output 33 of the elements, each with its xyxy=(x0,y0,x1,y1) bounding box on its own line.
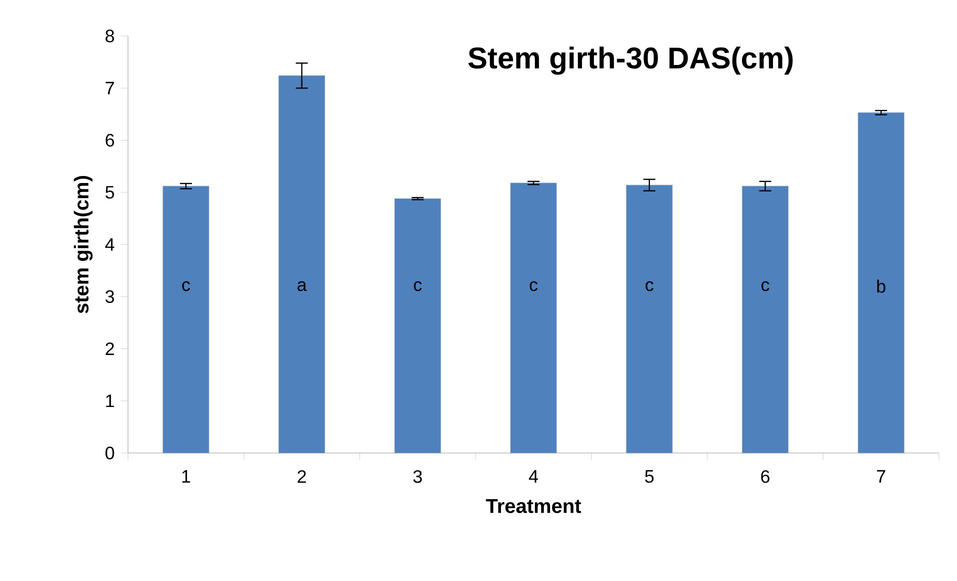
y-tick-label: 2 xyxy=(106,342,114,356)
y-tick-label: 4 xyxy=(105,238,114,251)
x-tick-label: 2 xyxy=(298,470,306,483)
y-tick-label: 8 xyxy=(106,30,114,42)
x-tick-label: 6 xyxy=(761,470,770,483)
y-tick-label: 5 xyxy=(106,186,114,199)
bar xyxy=(510,182,557,454)
y-tick-label: 0 xyxy=(106,446,114,460)
bar xyxy=(278,75,325,454)
x-axis-title: Treatment xyxy=(486,499,582,514)
y-axis-title: stem girth(cm) xyxy=(74,176,93,314)
bar xyxy=(742,186,788,454)
y-tick-label: 1 xyxy=(106,394,114,408)
x-tick-label: 5 xyxy=(645,470,654,483)
bar xyxy=(626,184,673,454)
y-tick-label: 3 xyxy=(105,290,114,303)
y-tick-label: 7 xyxy=(106,82,114,94)
annotation: b xyxy=(877,280,886,293)
annotation: c xyxy=(530,281,538,292)
annotation: c xyxy=(646,281,654,292)
annotation: a xyxy=(298,281,307,292)
annotation: c xyxy=(414,281,422,292)
y-tick-label: 6 xyxy=(106,134,114,147)
bar xyxy=(858,112,904,454)
annotation: c xyxy=(761,281,770,292)
bar xyxy=(162,186,210,454)
x-tick-label: 4 xyxy=(528,470,538,483)
bar xyxy=(394,198,441,454)
annotation: c xyxy=(182,281,190,292)
x-tick-label: 1 xyxy=(182,470,190,483)
x-tick-label: 7 xyxy=(876,470,886,483)
chart-title: Stem girth-30 DAS(cm) xyxy=(468,46,793,75)
x-tick-label: 3 xyxy=(413,470,422,483)
